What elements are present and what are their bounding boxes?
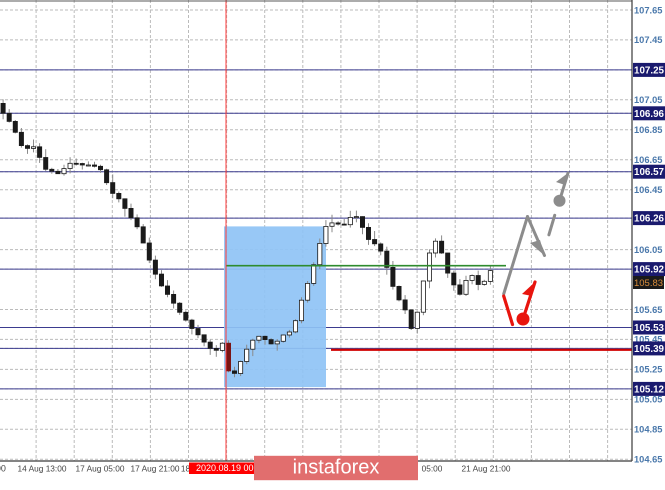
svg-text:17 Aug 05:00: 17 Aug 05:00 [76,464,125,474]
svg-text:11:00: 11:00 [0,464,6,474]
svg-text:107.65: 107.65 [634,5,662,15]
svg-text:105.92: 105.92 [634,265,665,276]
svg-text:21 Aug 21:00: 21 Aug 21:00 [462,464,511,474]
svg-text:105.39: 105.39 [634,344,665,355]
svg-text:106.45: 106.45 [634,185,662,195]
svg-text:106.26: 106.26 [634,214,665,225]
svg-text:17 Aug 21:00: 17 Aug 21:00 [131,464,180,474]
svg-text:14 Aug 13:00: 14 Aug 13:00 [18,464,67,474]
svg-text:105.25: 105.25 [634,365,662,375]
svg-text:106.65: 106.65 [634,155,662,165]
svg-text:106.96: 106.96 [634,109,665,120]
svg-text:106.57: 106.57 [634,167,665,178]
svg-text:107.25: 107.25 [634,65,665,76]
svg-text:instaforex: instaforex [293,456,380,478]
svg-text:105.05: 105.05 [634,395,662,405]
svg-text:105.83: 105.83 [634,278,663,289]
svg-text:05:00: 05:00 [422,464,443,474]
svg-text:106.85: 106.85 [634,125,662,135]
svg-text:105.65: 105.65 [634,305,662,315]
svg-text:107.05: 107.05 [634,95,662,105]
svg-text:106.05: 106.05 [634,245,662,255]
svg-text:107.45: 107.45 [634,35,662,45]
svg-text:104.85: 104.85 [634,425,662,435]
svg-text:104.65: 104.65 [634,455,662,465]
svg-text:105.53: 105.53 [634,323,665,334]
